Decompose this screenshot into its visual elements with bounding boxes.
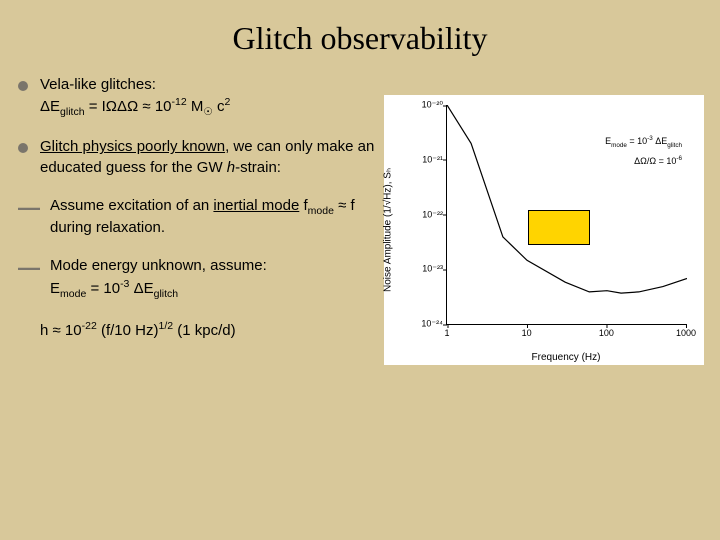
b2-i: h	[227, 159, 235, 176]
chart-ytick: 10⁻²³	[401, 264, 443, 275]
noise-chart: Noise Amplitude (1/√Hz), Sₕ Emode = 10-3…	[384, 95, 704, 365]
chart-xtick: 1	[444, 328, 449, 338]
d2-t2a: E	[50, 280, 60, 297]
b1-pre: ΔE	[40, 98, 60, 115]
d2-sub2: glitch	[154, 288, 179, 300]
bullet-1: Vela-like glitches: ΔEglitch = IΩΔΩ ≈ 10…	[18, 75, 378, 119]
b2-end: -strain:	[235, 159, 281, 176]
dash-2: — Mode energy unknown, assume: Emode = 1…	[18, 256, 378, 300]
b1-mid: = IΩΔΩ ≈ 10	[85, 98, 172, 115]
chart-annot-1: Emode = 10-3 ΔEglitch	[605, 135, 682, 149]
chart-ytick: 10⁻²¹	[401, 154, 443, 165]
chart-plot: Emode = 10-3 ΔEglitch ΔΩ/Ω = 10-6 10⁻²⁰1…	[446, 105, 686, 325]
bullet-1-body: Vela-like glitches: ΔEglitch = IΩΔΩ ≈ 10…	[40, 75, 378, 119]
b1-line1: Vela-like glitches:	[40, 76, 156, 93]
bullet-column: Vela-like glitches: ΔEglitch = IΩΔΩ ≈ 10…	[18, 75, 378, 365]
bullet-2: Glitch physics poorly known, we can only…	[18, 137, 378, 178]
chart-ylabel: Noise Amplitude (1/√Hz), Sₕ	[383, 168, 394, 292]
b1-sub2: ☉	[203, 106, 212, 118]
d1-sub: mode	[308, 205, 334, 217]
chart-ytick: 10⁻²⁴	[401, 319, 443, 330]
b1-mid2: M	[187, 98, 204, 115]
d1-t3: f	[299, 197, 307, 214]
chart-ytick: 10⁻²⁰	[401, 100, 443, 111]
d1-t1: Assume excitation of an	[50, 197, 213, 214]
d2-t2b: = 10	[86, 280, 120, 297]
eq-a: h ≈ 10	[40, 322, 82, 339]
d1-u: inertial mode	[213, 197, 299, 214]
chart-xlabel: Frequency (Hz)	[446, 352, 686, 363]
eq-s1: -22	[82, 320, 97, 332]
dash-1-body: Assume excitation of an inertial mode fm…	[50, 196, 378, 238]
eq-c: (1 kpc/d)	[173, 322, 236, 339]
b1-end: c	[213, 98, 225, 115]
bullet-2-body: Glitch physics poorly known, we can only…	[40, 137, 378, 178]
b1-sub1: glitch	[60, 106, 85, 118]
d2-sup: -3	[120, 278, 129, 290]
d2-t2c: ΔE	[129, 280, 153, 297]
bullet-disc-icon	[18, 143, 28, 153]
chart-highlight-box	[528, 210, 590, 245]
b1-sup1: -12	[172, 96, 187, 108]
b1-sup2: 2	[224, 96, 230, 108]
chart-ytick: 10⁻²²	[401, 209, 443, 220]
chart-xtick: 100	[599, 328, 614, 338]
dash-icon: —	[18, 253, 40, 283]
d2-sub: mode	[60, 288, 86, 300]
d2-t1: Mode energy unknown, assume:	[50, 257, 267, 274]
b2-u: Glitch physics poorly known	[40, 138, 225, 155]
page-title: Glitch observability	[0, 0, 720, 75]
bullet-disc-icon	[18, 81, 28, 91]
chart-xtick: 10	[522, 328, 532, 338]
dash-2-body: Mode energy unknown, assume: Emode = 10-…	[50, 256, 378, 300]
chart-annot-2: ΔΩ/Ω = 10-6	[634, 155, 682, 166]
dash-1: — Assume excitation of an inertial mode …	[18, 196, 378, 238]
chart-xtick: 1000	[676, 328, 696, 338]
eq-s2: 1/2	[158, 320, 173, 332]
eq-b: (f/10 Hz)	[97, 322, 159, 339]
final-equation: h ≈ 10-22 (f/10 Hz)1/2 (1 kpc/d)	[40, 319, 378, 341]
b1-eq: ΔEglitch = IΩΔΩ ≈ 10-12 M☉ c2	[40, 98, 230, 115]
dash-icon: —	[18, 193, 40, 223]
content-area: Vela-like glitches: ΔEglitch = IΩΔΩ ≈ 10…	[0, 75, 720, 365]
